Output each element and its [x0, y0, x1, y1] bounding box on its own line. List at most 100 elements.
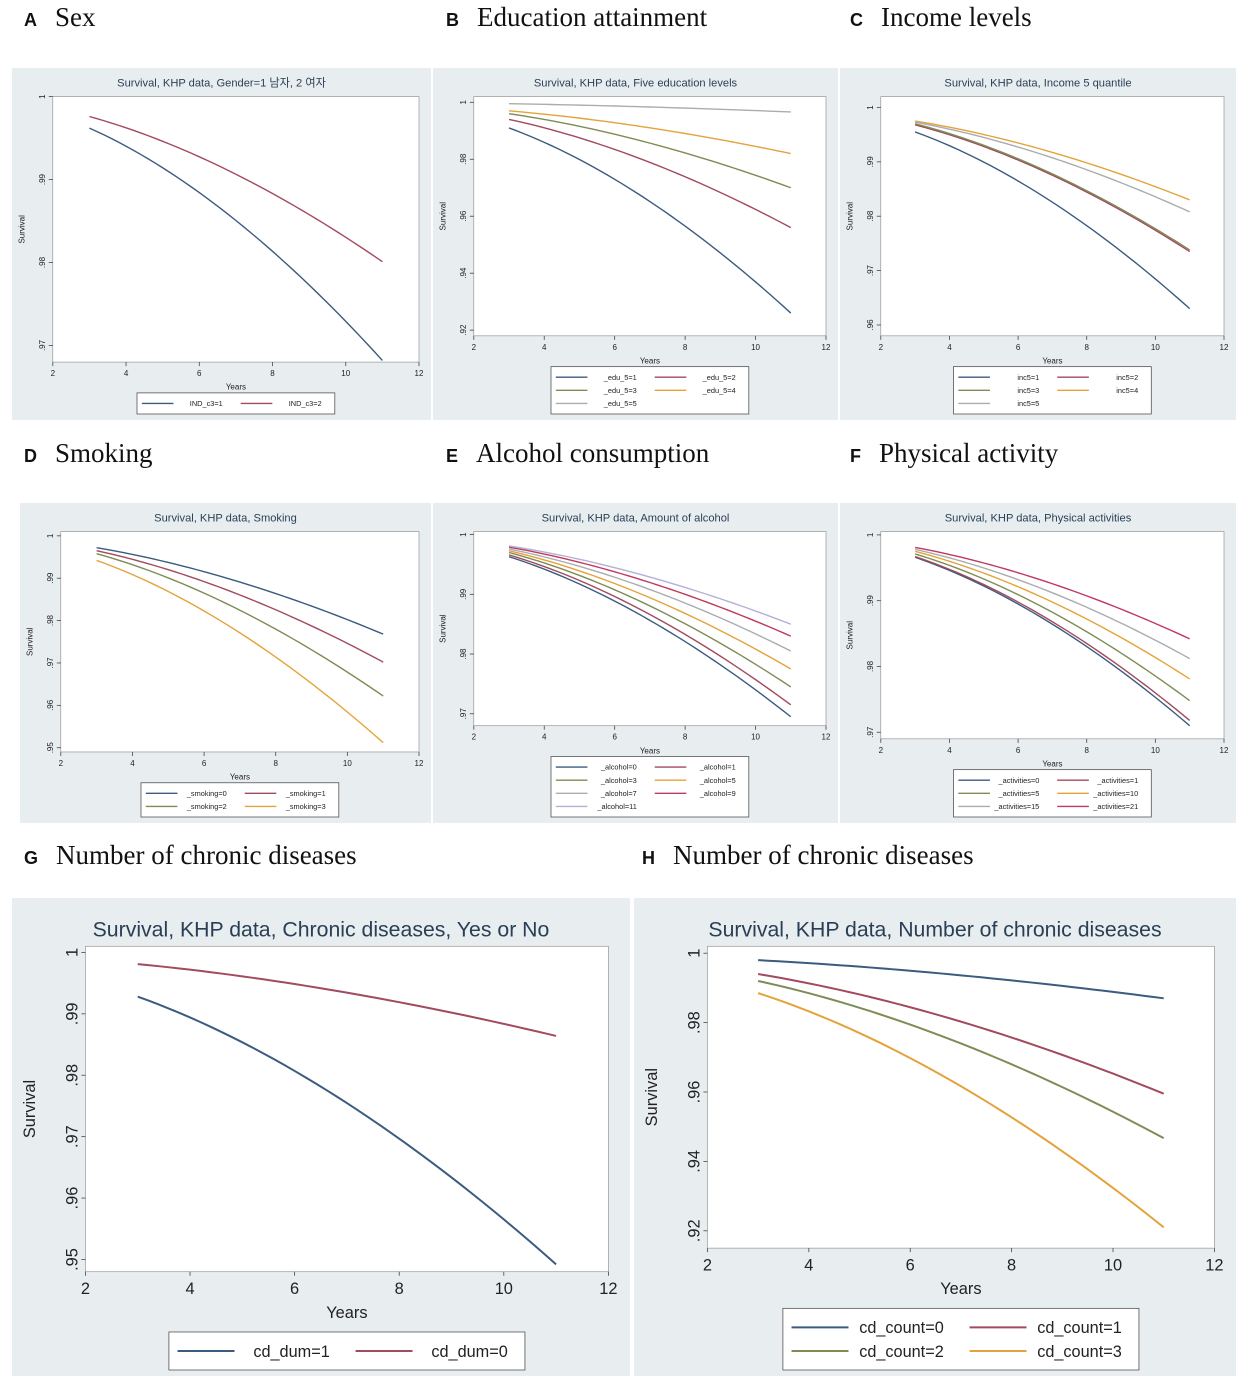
x-axis-label: Years [640, 356, 660, 365]
y-tick-label: .97 [63, 1125, 81, 1148]
y-tick-label: .94 [459, 267, 468, 279]
y-tick-label: .97 [866, 726, 875, 738]
chart-title: Survival, KHP data, Smoking [154, 513, 297, 525]
series-line-inc5-5 [914, 121, 1190, 213]
x-tick-label: 4 [130, 759, 135, 768]
series-line-edu-5-5 [509, 103, 791, 113]
plot-area [880, 96, 1225, 337]
x-tick-label: 8 [683, 733, 688, 742]
y-axis-label: Survival [26, 627, 35, 656]
legend-label: inc5=1 [1017, 373, 1039, 382]
x-axis-label: Years [230, 773, 250, 782]
x-tick-label: 2 [59, 759, 64, 768]
x-axis-label: Years [226, 383, 246, 392]
x-tick-label: 6 [906, 1257, 915, 1275]
chart-panel-sex: Survival, KHP data, Gender=1 남자, 2 여자 .97… [12, 68, 431, 420]
series-line-activities-1 [914, 555, 1191, 721]
chart-svg: Survival, KHP data, Smoking .95 .96 .97 .98.… [26, 513, 424, 818]
series-line-smoking-2 [96, 552, 384, 697]
y-axis-label: Survival [18, 215, 27, 244]
y-tick-label: .98 [866, 210, 875, 222]
x-tick-label: 6 [1016, 343, 1021, 352]
legend-label: _smoking=0 [186, 789, 227, 798]
series-line-cd-count-1 [757, 973, 1165, 1095]
legend-label: cd_count=0 [859, 1319, 944, 1337]
x-tick-label: 12 [822, 343, 831, 352]
series-line-activities-5 [914, 553, 1191, 702]
x-tick-label: 12 [822, 733, 831, 742]
x-tick-label: 2 [879, 343, 884, 352]
legend-label: _smoking=2 [186, 802, 227, 811]
chart-svg: Survival, KHP data, Five education level… [439, 78, 831, 415]
legend-box [136, 392, 336, 415]
legend-label: cd_dum=0 [431, 1343, 507, 1361]
x-tick-label: 6 [612, 343, 617, 352]
y-tick-label: 1 [459, 100, 468, 105]
chart-panel-chronic-yes-no: Survival, KHP data, Chronic diseases, Ye… [12, 898, 630, 1376]
legend-label: _edu_5=1 [603, 373, 637, 382]
panel-label-h: H Number of chronic diseases [642, 840, 974, 870]
series-line-alcohol-3 [508, 551, 792, 688]
x-tick-label: 10 [1104, 1257, 1122, 1275]
y-axis-label: Survival [439, 614, 448, 643]
y-tick-label: .99 [866, 156, 875, 168]
y-tick-label: .92 [459, 324, 468, 336]
x-axis-label: Years [1042, 356, 1062, 365]
y-tick-label: .98 [685, 1011, 703, 1034]
x-tick-label: 4 [804, 1257, 813, 1275]
series-line-edu-5-2 [508, 118, 792, 229]
x-tick-label: 8 [1084, 746, 1089, 755]
series-line-cd-dum-1 [137, 995, 557, 1266]
x-tick-label: 10 [751, 733, 760, 742]
legend-box [140, 782, 340, 818]
chart-svg: Survival, KHP data, Amount of alcohol .97… [439, 513, 831, 818]
legend-label: _edu_5=5 [603, 399, 637, 408]
legend-label: _smoking=3 [285, 802, 326, 811]
x-axis-label: Years [326, 1304, 367, 1322]
panel-label-f: F Physical activity [850, 438, 1059, 468]
chart-title: Survival, KHP data, Income 5 quantile [944, 78, 1131, 90]
y-tick-label: 1 [38, 94, 47, 99]
y-tick-label: .97 [38, 339, 47, 351]
y-axis-label: Survival [643, 1068, 661, 1126]
y-tick-label: 1 [46, 533, 55, 538]
legend-label: _activities=10 [1092, 789, 1138, 798]
y-tick-label: .98 [46, 614, 55, 626]
legend-label: cd_count=3 [1037, 1343, 1122, 1361]
series-line-cd-count-0 [758, 959, 1164, 1000]
series-line-activities-15 [914, 548, 1191, 660]
series-line-alcohol-1 [508, 554, 792, 706]
x-tick-label: 10 [495, 1280, 513, 1298]
x-tick-label: 6 [290, 1280, 299, 1298]
chart-title: Survival, KHP data, Chronic diseases, Ye… [93, 917, 550, 941]
legend-label: cd_count=1 [1037, 1319, 1122, 1337]
x-tick-label: 4 [185, 1280, 194, 1298]
legend-label: _alcohol=11 [596, 802, 636, 811]
x-tick-label: 6 [612, 733, 617, 742]
series-line-inc5-4 [915, 120, 1190, 201]
series-line-cd-count-3 [757, 992, 1165, 1229]
series-line-alcohol-9 [508, 546, 792, 637]
y-tick-label: .94 [685, 1150, 703, 1173]
chart-svg: Survival, KHP data, Number of chronic di… [643, 917, 1224, 1371]
series-line-edu-5-3 [508, 112, 792, 189]
y-axis-label: Survival [846, 202, 855, 231]
series-line-smoking-0 [96, 547, 384, 635]
x-tick-label: 4 [542, 343, 547, 352]
chart-panel-income: Survival, KHP data, Income 5 quantile .96… [840, 68, 1236, 420]
chart-panel-education: Survival, KHP data, Five education level… [433, 68, 838, 420]
series-line-inc5-2 [914, 124, 1191, 253]
y-tick-label: .96 [459, 210, 468, 222]
y-tick-label: .97 [459, 708, 468, 720]
chart-svg: Survival, KHP data, Income 5 quantile .96… [846, 78, 1229, 415]
chart-svg: Survival, KHP data, Physical activities.… [846, 513, 1229, 818]
panel-label-d: D Smoking [24, 438, 153, 468]
legend-box [782, 1307, 1140, 1371]
legend-label: _activities=15 [993, 802, 1039, 811]
plot-area [707, 945, 1215, 1249]
panel-label-c: C Income levels [850, 2, 1032, 32]
y-tick-label: .99 [459, 588, 468, 600]
x-tick-label: 2 [51, 369, 56, 378]
series-line-smoking-1 [96, 549, 384, 663]
series-line-edu-5-1 [508, 127, 792, 314]
